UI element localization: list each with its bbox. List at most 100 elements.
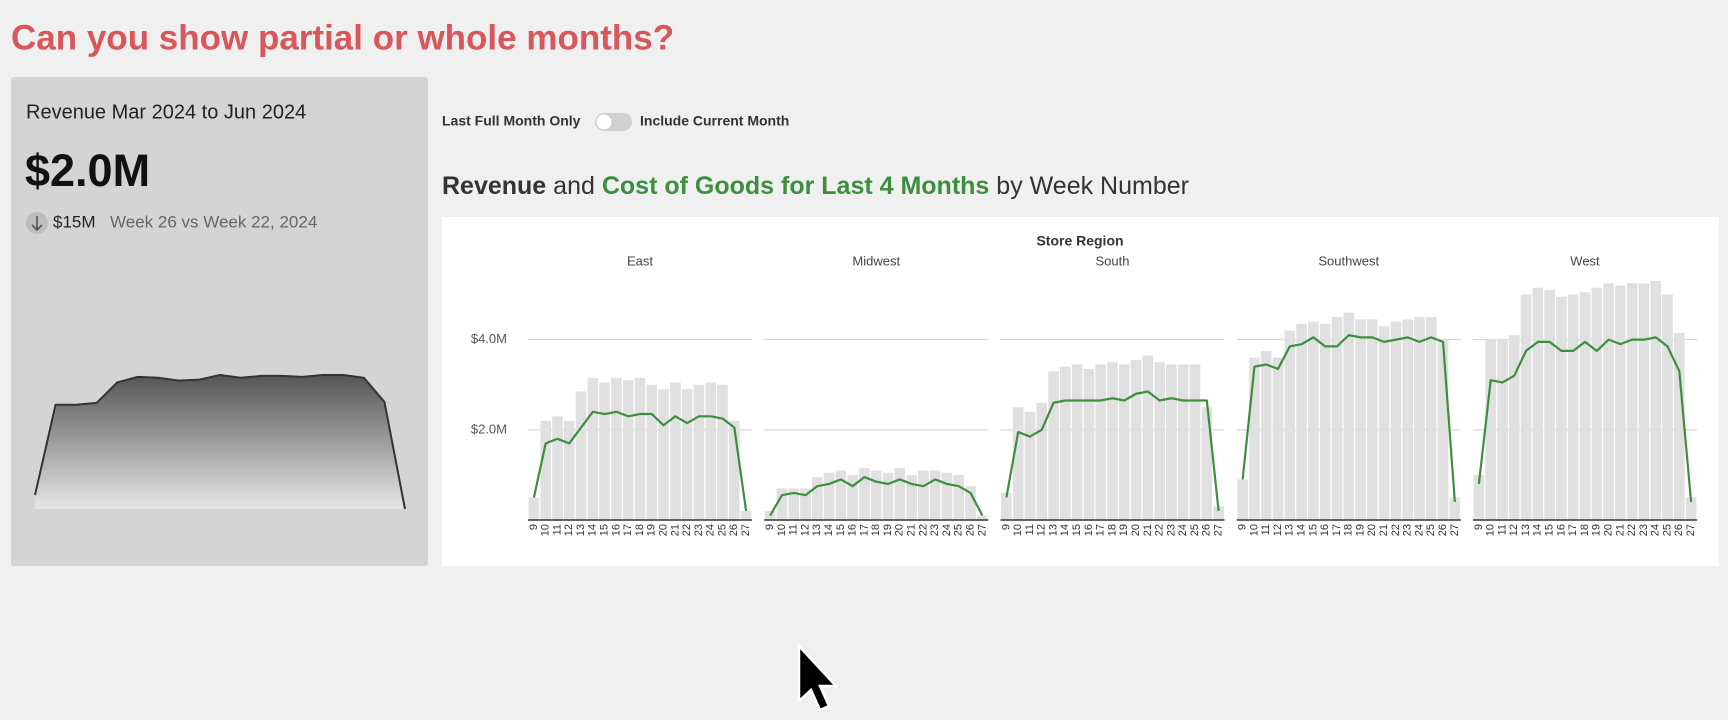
x-tick-label: 10: [776, 524, 788, 536]
x-tick-label: 15: [599, 524, 611, 536]
bar: [1154, 362, 1165, 520]
bar: [882, 472, 894, 520]
x-tick-label: 10: [1248, 524, 1260, 536]
x-tick-label: 20: [894, 524, 906, 536]
x-tick-label: 9: [764, 524, 776, 530]
bar: [1343, 312, 1355, 520]
bar: [1118, 364, 1130, 520]
x-tick-label: 26: [1673, 524, 1685, 536]
bar: [1414, 317, 1425, 520]
bar: [1556, 296, 1567, 520]
toggle-knob[interactable]: [595, 113, 613, 131]
x-tick-label: 13: [1047, 524, 1059, 536]
x-tick-label: 20: [657, 524, 669, 536]
bar: [622, 380, 634, 520]
bar: [859, 468, 870, 520]
bar: [1508, 335, 1520, 520]
x-tick-label: 12: [1036, 524, 1048, 536]
sparkline-area: [35, 375, 405, 509]
bar: [965, 486, 976, 520]
x-tick-label: 22: [1626, 524, 1638, 536]
bar: [894, 468, 906, 520]
x-tick-label: 17: [622, 524, 634, 536]
bar: [1567, 294, 1579, 520]
bar: [1107, 362, 1118, 520]
cost-line: [532, 410, 748, 512]
facet-name: Midwest: [852, 253, 900, 268]
bar: [847, 474, 858, 520]
title-series-2: Cost of Goods for Last 4 Months: [602, 172, 990, 200]
x-tick-label: 15: [1307, 524, 1319, 536]
x-tick-label: 17: [858, 524, 870, 536]
bar: [587, 377, 599, 520]
x-tick-label: 18: [1106, 524, 1118, 536]
bar: [1378, 326, 1390, 520]
x-tick-label: 16: [847, 524, 859, 536]
bar: [1308, 321, 1319, 520]
bar: [1095, 364, 1107, 520]
x-tick-label: 14: [587, 524, 599, 536]
bar: [1626, 283, 1638, 520]
bar: [1213, 506, 1224, 520]
bar: [1449, 497, 1461, 520]
x-tick-label: 24: [941, 524, 953, 536]
x-tick-label: 26: [1437, 524, 1449, 536]
bar: [552, 416, 563, 520]
x-tick-label: 25: [716, 524, 728, 536]
bar: [634, 377, 646, 520]
title-suffix: by Week Number: [996, 172, 1189, 200]
bar: [1036, 402, 1048, 520]
bar: [835, 470, 847, 520]
bar: [1319, 323, 1331, 520]
bar: [918, 470, 929, 520]
bar: [599, 382, 610, 520]
x-tick-label: 22: [681, 524, 693, 536]
x-tick-label: 27: [740, 524, 752, 536]
x-tick-label: 24: [1177, 524, 1189, 536]
facet-name: South: [1096, 253, 1130, 268]
x-tick-label: 22: [1154, 524, 1166, 536]
bar: [870, 470, 882, 520]
bar: [929, 470, 941, 520]
x-tick-label: 11: [1496, 524, 1508, 535]
x-tick-label: 18: [634, 524, 646, 536]
x-tick-label: 23: [929, 524, 941, 536]
x-tick-label: 18: [1343, 524, 1355, 536]
x-tick-label: 19: [1354, 524, 1366, 536]
bar: [1532, 287, 1544, 520]
x-tick-label: 13: [575, 524, 587, 536]
bar: [1544, 290, 1555, 520]
x-tick-label: 27: [976, 524, 988, 536]
bar: [1177, 364, 1189, 520]
x-tick-label: 23: [1402, 524, 1414, 536]
bar: [1603, 283, 1614, 520]
bar: [670, 382, 681, 520]
bar: [1001, 492, 1012, 520]
x-tick-label: 20: [1130, 524, 1142, 536]
x-tick-label: 18: [1579, 524, 1591, 536]
x-tick-label: 24: [705, 524, 717, 536]
y-tick-label: $2.0M: [471, 421, 507, 436]
x-tick-label: 11: [788, 524, 800, 535]
bar: [1685, 497, 1697, 520]
bar: [1615, 285, 1626, 520]
bar: [693, 384, 705, 520]
x-tick-label: 26: [1201, 524, 1213, 536]
bar: [658, 389, 669, 520]
mouse-cursor: [797, 642, 839, 712]
bar: [953, 474, 965, 520]
bar: [977, 515, 988, 520]
bar: [563, 420, 575, 520]
x-tick-label: 9: [1473, 524, 1485, 530]
bar: [788, 488, 800, 520]
bar: [681, 389, 693, 520]
bar: [776, 488, 788, 520]
x-tick-label: 22: [1390, 524, 1402, 536]
bar: [1485, 339, 1496, 520]
x-tick-label: 16: [1083, 524, 1095, 536]
bar: [1189, 364, 1201, 520]
x-tick-label: 14: [1295, 524, 1307, 536]
bar: [1249, 357, 1260, 520]
